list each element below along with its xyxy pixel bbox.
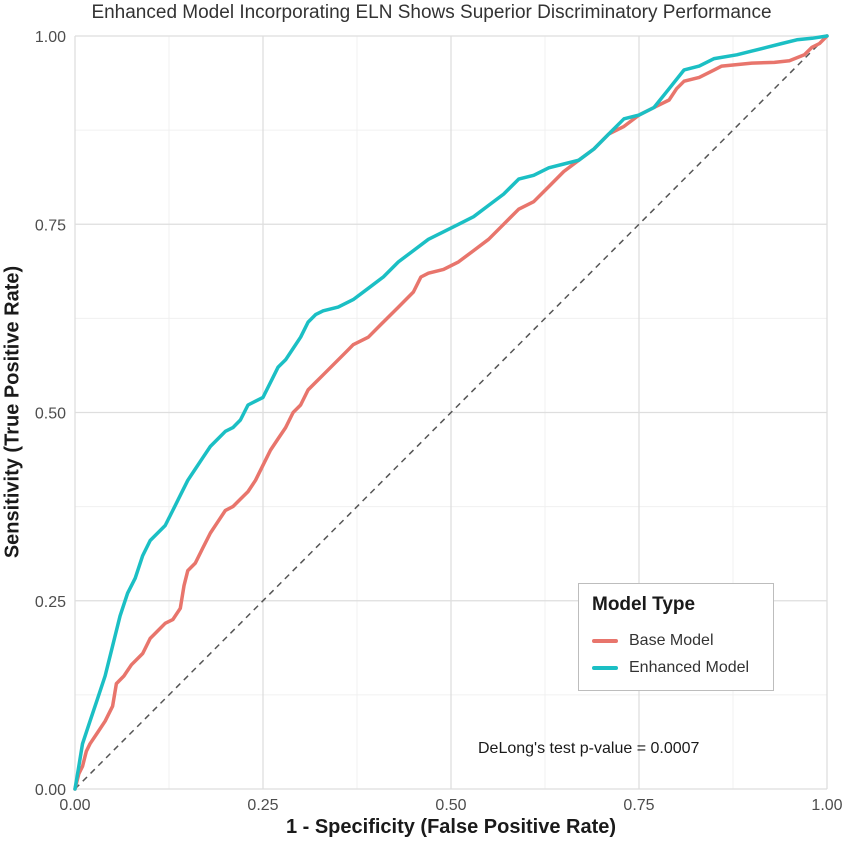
legend-title: Model Type xyxy=(592,594,696,615)
legend-swatch-base-model xyxy=(592,639,618,643)
series-lines xyxy=(73,34,829,791)
legend-item-enhanced-model: Enhanced Model xyxy=(592,657,749,679)
reference-diagonal-line xyxy=(74,35,828,790)
legend-label-base-model: Base Model xyxy=(629,632,714,649)
legend-swatch-enhanced-model xyxy=(592,666,618,670)
series-line-enhanced-model xyxy=(73,34,829,791)
series-line-base-model xyxy=(73,34,829,791)
legend-item-base-model: Base Model xyxy=(592,630,714,652)
x-tick-label: 0.00 xyxy=(59,797,90,814)
y-tick-label: 0.25 xyxy=(35,594,66,611)
grid xyxy=(74,35,828,790)
reference-diagonal xyxy=(74,35,828,790)
legend-label-enhanced-model: Enhanced Model xyxy=(629,659,750,676)
y-tick-label: 0.75 xyxy=(35,217,66,234)
legend: Model Type Base Model Enhanced Model xyxy=(578,583,774,691)
y-tick-label: 0.50 xyxy=(35,406,66,423)
x-tick-label: 1.00 xyxy=(811,797,842,814)
x-tick-label: 0.25 xyxy=(247,797,278,814)
delong-annotation: DeLong's test p-value = 0.0007 xyxy=(478,740,700,757)
y-tick-label: 0.00 xyxy=(35,782,66,799)
chart-title: Enhanced Model Incorporating ELN Shows S… xyxy=(91,2,772,23)
x-tick-label: 0.75 xyxy=(623,797,654,814)
tick-labels: 0.00 0.25 0.50 0.75 1.00 0.00 0.25 0.50 0.75 1.00 xyxy=(35,29,843,814)
y-tick-label: 1.00 xyxy=(35,29,66,46)
x-axis-label: 1 - Specificity (False Positive Rate) xyxy=(285,816,617,838)
x-tick-label: 0.50 xyxy=(435,797,466,814)
y-axis-label: Sensitivity (True Positive Rate) xyxy=(1,265,24,559)
